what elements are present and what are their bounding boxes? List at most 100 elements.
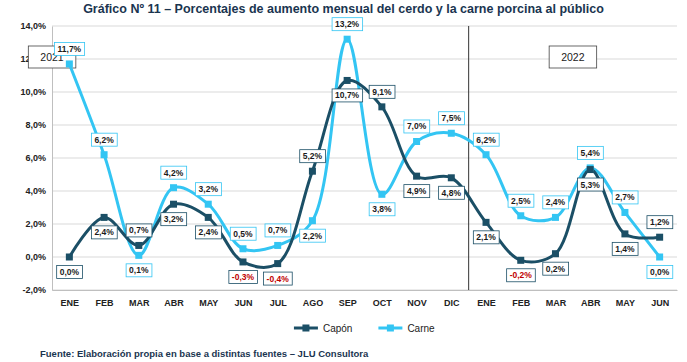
data-label: 1,2%	[647, 216, 673, 229]
x-tick-label: ABR	[164, 298, 184, 308]
marker	[621, 209, 628, 216]
data-label-box	[196, 183, 222, 196]
data-label-text: 13,2%	[335, 19, 360, 29]
y-tick: 4,0%	[25, 186, 52, 196]
x-tick: DIC	[444, 290, 460, 308]
data-label: 7,5%	[439, 112, 465, 125]
data-label: 13,2%	[332, 18, 363, 31]
data-label-box	[507, 269, 536, 282]
data-label-text: 0,2%	[546, 264, 566, 274]
x-tick-label: MAY	[616, 298, 635, 308]
marker	[552, 250, 559, 257]
data-label-text: 4,2%	[164, 168, 184, 178]
data-label-box	[161, 166, 187, 179]
data-label: 2,2%	[300, 229, 326, 242]
x-tick-label: MAR	[129, 298, 150, 308]
grid	[52, 26, 677, 290]
data-label: 0,0%	[57, 265, 83, 278]
marker	[656, 254, 663, 261]
series-line	[69, 80, 659, 267]
data-label-box	[265, 224, 291, 237]
y-tick: 14,0%	[20, 21, 52, 31]
data-label-box	[508, 194, 534, 207]
x-tick-label: SEP	[339, 298, 357, 308]
data-label-box	[439, 186, 465, 199]
legend-marker	[302, 325, 309, 332]
x-tick: ABR	[164, 290, 184, 308]
marker	[239, 258, 246, 265]
x-tick: AGO	[303, 290, 324, 308]
legend-marker	[387, 325, 394, 332]
data-label-text: 11,7%	[58, 44, 82, 54]
data-label-text: 2,1%	[476, 232, 496, 242]
year-divider	[468, 26, 469, 290]
data-label-box	[91, 133, 117, 146]
marker	[274, 260, 281, 267]
data-label: -0,4%	[264, 272, 293, 285]
data-label-box	[578, 146, 604, 159]
data-label-text: 0,5%	[233, 229, 253, 239]
data-label: 10,7%	[332, 89, 363, 102]
marker	[135, 242, 142, 249]
data-label-text: 5,2%	[303, 151, 323, 161]
data-label: 6,2%	[91, 133, 117, 146]
data-label-text: -0,3%	[232, 272, 255, 282]
data-label-box	[332, 89, 363, 102]
x-tick-label: MAR	[546, 298, 567, 308]
data-label: 0,0%	[647, 265, 673, 278]
data-label: 9,1%	[369, 85, 395, 98]
data-label: 2,1%	[473, 231, 499, 244]
data-label-box	[543, 262, 569, 275]
marker	[344, 77, 351, 84]
data-label: 11,7%	[55, 42, 85, 55]
data-label-box	[230, 227, 256, 240]
marker	[66, 254, 73, 261]
x-tick-label: NOV	[407, 298, 427, 308]
y-tick-label: 6,0%	[25, 153, 46, 163]
title: Gráfico Nº 11 – Porcentajes de aumento m…	[83, 2, 604, 16]
legend-item: Capón	[294, 323, 352, 334]
data-label-box	[229, 270, 258, 283]
x-tick-label: MAY	[199, 298, 218, 308]
data-label-text: 6,2%	[94, 135, 114, 145]
data-label: 2,4%	[196, 226, 222, 239]
data-label-text: 0,0%	[650, 267, 670, 277]
data-label: 0,1%	[126, 264, 152, 277]
marker	[656, 234, 663, 241]
data-label: 3,2%	[196, 183, 222, 196]
marker	[344, 36, 351, 43]
chart: Gráfico Nº 11 – Porcentajes de aumento m…	[0, 0, 687, 362]
data-label-text: 2,2%	[303, 231, 323, 241]
data-label: 0,7%	[265, 224, 291, 237]
marker	[621, 230, 628, 237]
data-label-text: 2,4%	[546, 197, 566, 207]
data-label-box	[647, 265, 673, 278]
data-label-box	[369, 85, 395, 98]
y-tick: 2,0%	[25, 219, 52, 229]
x-tick-label: ENE	[61, 298, 80, 308]
marker	[205, 201, 212, 208]
x-tick: SEP	[339, 290, 357, 308]
x-tick: JUN	[651, 290, 669, 308]
marker	[517, 212, 524, 219]
data-label-box	[126, 264, 152, 277]
data-label: 0,5%	[230, 227, 256, 240]
year-box	[549, 46, 597, 68]
data-label-box	[300, 229, 326, 242]
x-tick: FEB	[96, 290, 115, 308]
data-label-text: 2,4%	[94, 227, 114, 237]
marker	[378, 103, 385, 110]
marker	[205, 214, 212, 221]
x-tick-label: AGO	[303, 298, 324, 308]
data-label-text: 3,2%	[199, 184, 219, 194]
x-tick-label: DIC	[444, 298, 460, 308]
marker	[239, 245, 246, 252]
x-tick: OCT	[373, 290, 393, 308]
x-tick: ENE	[477, 290, 496, 308]
data-label-box	[404, 185, 430, 198]
marker	[309, 217, 316, 224]
marker	[170, 201, 177, 208]
legend-label: Capón	[323, 323, 352, 334]
data-label-box	[473, 231, 499, 244]
y-tick: 6,0%	[25, 153, 52, 163]
